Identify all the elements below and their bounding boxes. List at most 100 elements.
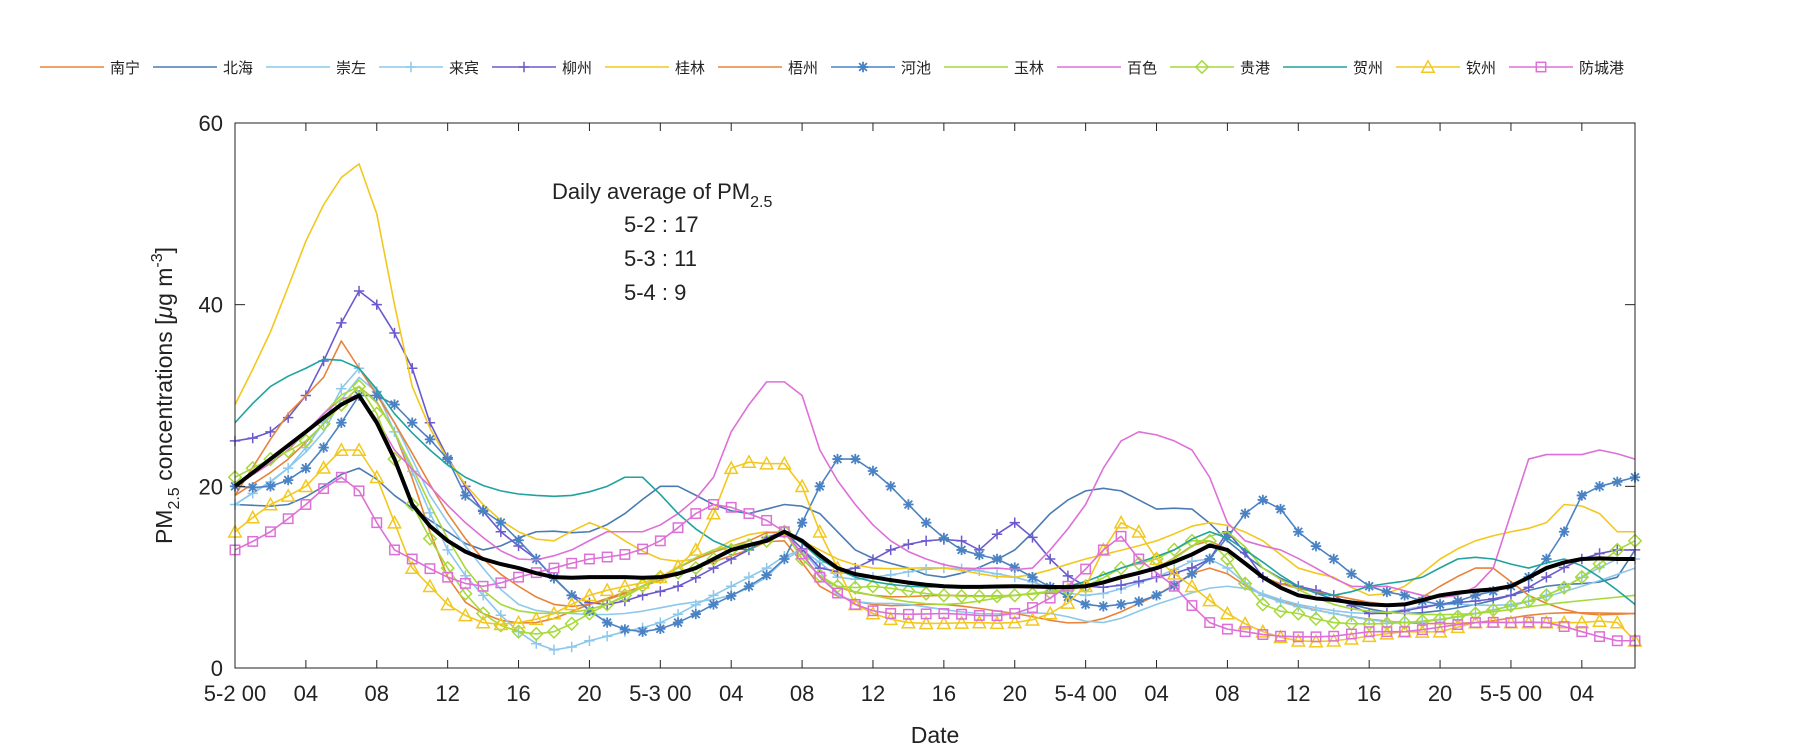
series-point — [1468, 606, 1483, 621]
y-tick-label: 40 — [199, 293, 223, 318]
y-tick-label: 60 — [199, 111, 223, 136]
y-axis-label-superscript: -3 — [149, 253, 166, 267]
legend-item: 梧州 — [718, 60, 818, 77]
series-point — [708, 599, 719, 610]
series-point — [672, 581, 684, 592]
y-tick-label: 0 — [211, 656, 223, 681]
legend-label: 柳州 — [562, 60, 592, 77]
x-tick-label: 04 — [294, 681, 318, 706]
series-point — [371, 517, 383, 529]
legend-label: 防城港 — [1579, 60, 1624, 77]
series-point — [1219, 605, 1235, 620]
series-point — [865, 605, 881, 620]
series-point — [920, 608, 932, 620]
x-tick-label: 16 — [932, 681, 956, 706]
series-point — [1290, 632, 1306, 647]
series-point — [920, 535, 932, 547]
series-point — [282, 474, 294, 486]
legend-marker — [857, 61, 869, 73]
series-point — [1273, 603, 1288, 619]
series-point — [1399, 605, 1410, 617]
legend-label: 玉林 — [1014, 60, 1044, 77]
series-point — [477, 580, 489, 592]
series-point — [1131, 523, 1147, 538]
series-point — [1612, 476, 1623, 487]
series-point — [989, 588, 1005, 604]
series-point — [601, 631, 613, 642]
legend-item: 防城港 — [1509, 60, 1624, 77]
series-point — [353, 485, 365, 497]
legend-marker — [405, 61, 417, 73]
series-point — [584, 605, 595, 616]
series-钦州 — [227, 442, 1643, 648]
series-point — [1025, 586, 1040, 602]
series-point — [956, 608, 968, 620]
series-point — [938, 532, 950, 544]
series-point — [1363, 626, 1375, 638]
legend-item: 崇左 — [266, 60, 366, 77]
legend-item: 来宾 — [379, 60, 479, 77]
series-point — [743, 508, 755, 520]
series-point — [1574, 614, 1590, 629]
series-point — [1434, 621, 1446, 633]
legend-item: 玉林 — [944, 60, 1044, 77]
series-point — [280, 488, 296, 502]
series-point — [1310, 631, 1322, 643]
series-point — [708, 590, 719, 601]
series-point — [690, 508, 702, 520]
x-tick-label: 20 — [1428, 681, 1452, 706]
legend-marker — [1194, 59, 1210, 75]
series-point — [422, 531, 438, 546]
series-point — [440, 560, 455, 576]
series-point — [406, 553, 418, 565]
series-point — [424, 434, 436, 445]
y-axis-label-subscript: 2.5 — [166, 487, 183, 509]
x-tick-label: 04 — [1144, 681, 1168, 706]
series-point — [1044, 553, 1056, 565]
series-point — [1115, 599, 1127, 610]
series-point — [865, 578, 881, 594]
legend-label: 北海 — [223, 60, 253, 77]
series-point — [672, 522, 684, 534]
series-point — [458, 586, 473, 601]
series-point — [918, 615, 934, 630]
series-point — [1310, 540, 1322, 552]
series-point — [814, 562, 826, 574]
series-point — [1184, 533, 1200, 549]
series-point — [849, 598, 861, 610]
series-point — [1470, 590, 1481, 601]
series-point — [1346, 628, 1357, 640]
series-point — [528, 611, 544, 626]
series-point — [247, 535, 259, 547]
series-桂林 — [234, 163, 1635, 597]
series-point — [300, 462, 312, 474]
series-point — [619, 549, 631, 560]
series-point — [1204, 617, 1216, 629]
series-point — [513, 535, 524, 546]
series-line — [234, 163, 1635, 597]
series-point — [1027, 571, 1038, 583]
series-point — [369, 469, 385, 484]
plot-frame — [234, 122, 1636, 669]
series-point — [407, 417, 418, 428]
series-point — [1113, 514, 1129, 529]
series-point — [262, 496, 278, 511]
series-point — [1027, 532, 1038, 543]
annotation-line-5-4: 5-4 : 9 — [624, 280, 686, 305]
legend-label: 河池 — [901, 60, 931, 77]
series-point — [1414, 624, 1430, 638]
series-point — [1326, 615, 1341, 630]
x-tick-label: 08 — [1215, 681, 1239, 706]
series-point — [1151, 590, 1162, 601]
series-point — [1184, 578, 1200, 593]
series-point — [548, 644, 560, 656]
series-point — [1452, 595, 1463, 607]
series-point — [885, 608, 897, 619]
x-tick-label: 5-2 00 — [204, 681, 266, 706]
series-point — [495, 517, 507, 528]
series-point — [867, 465, 879, 477]
series-point — [1399, 590, 1410, 601]
annotation-title-main: Daily average of PM — [552, 179, 750, 204]
series-point — [335, 471, 347, 483]
legend-label: 崇左 — [336, 60, 366, 77]
